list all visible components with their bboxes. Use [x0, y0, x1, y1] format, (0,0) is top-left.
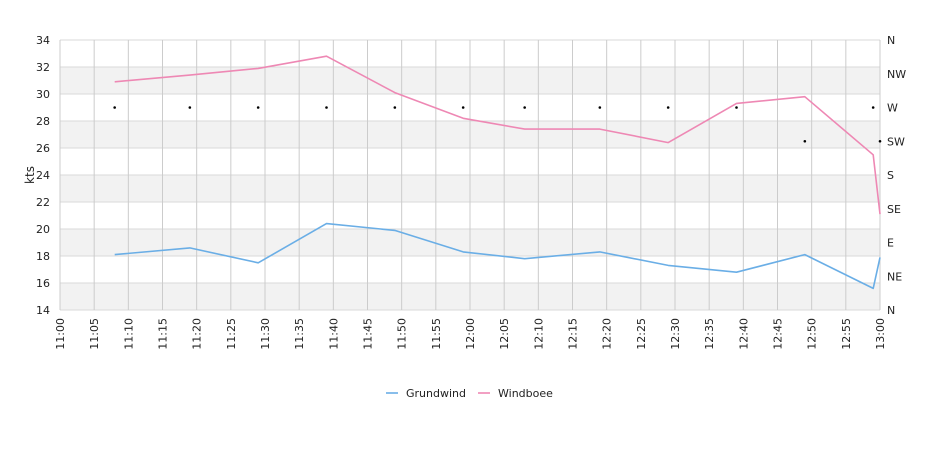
- direction-marker: [113, 106, 116, 109]
- x-tick-label: 11:30: [259, 318, 272, 350]
- direction-marker: [666, 106, 670, 109]
- x-tick-label: 12:55: [840, 318, 853, 350]
- direction-tick-label: SE: [887, 203, 901, 216]
- y-tick-label: 20: [36, 223, 50, 236]
- x-tick-label: 12:45: [772, 318, 785, 350]
- direction-tick-label: W: [887, 102, 898, 115]
- legend-label: Windboee: [498, 387, 553, 400]
- x-tick-label: 12:15: [567, 318, 580, 350]
- x-tick-label: 11:00: [54, 318, 67, 350]
- y-tick-label: 26: [36, 142, 50, 155]
- direction-marker: [325, 106, 328, 109]
- x-tick-label: 12:05: [498, 318, 511, 350]
- direction-marker: [735, 106, 738, 109]
- direction-marker: [871, 106, 875, 109]
- x-tick-label: 11:10: [122, 318, 135, 350]
- y-tick-label: 18: [36, 250, 50, 263]
- series-line-windboee: [114, 55, 881, 215]
- x-tick-label: 11:40: [327, 318, 340, 350]
- y-tick-label: 16: [36, 277, 50, 290]
- y-tick-label: 32: [36, 61, 50, 74]
- x-tick-label: 12:30: [669, 318, 682, 350]
- direction-tick-label: SW: [887, 135, 905, 148]
- direction-tick-label: N: [887, 304, 895, 317]
- legend: Grundwind Windboee: [386, 387, 553, 400]
- vertical-gridlines: [59, 40, 881, 310]
- direction-marker: [188, 106, 192, 109]
- direction-tick-label: NE: [887, 270, 902, 283]
- y-tick-label: 30: [36, 88, 50, 101]
- y-axis-ticks: 14 16 18 20 22 24 26 28 30 32 34: [36, 34, 50, 317]
- x-tick-label: 11:45: [362, 318, 375, 350]
- x-tick-label: 11:05: [88, 318, 101, 350]
- y-tick-label: 34: [36, 34, 50, 47]
- x-tick-label: 11:25: [225, 318, 238, 350]
- x-tick-label: 11:55: [430, 318, 443, 350]
- x-tick-label: 12:25: [635, 318, 648, 350]
- legend-label: Grundwind: [406, 387, 466, 400]
- x-tick-label: 12:10: [532, 318, 545, 350]
- direction-marker: [878, 139, 882, 143]
- y-tick-label: 24: [36, 169, 50, 182]
- x-tick-label: 11:50: [396, 318, 409, 350]
- direction-marker: [393, 106, 397, 109]
- y-tick-label: 28: [36, 115, 50, 128]
- x-tick-label: 12:00: [464, 318, 477, 350]
- y-tick-label: 22: [36, 196, 50, 209]
- direction-marker: [256, 106, 260, 109]
- direction-axis-ticks: N NE E SE S SW W NW N: [887, 34, 906, 317]
- x-tick-label: 11:35: [293, 318, 306, 350]
- series-lines: [114, 55, 881, 290]
- x-tick-label: 11:20: [191, 318, 204, 350]
- series-line-grundwind: [114, 222, 881, 290]
- direction-tick-label: NW: [887, 68, 906, 81]
- y-axis-label: kts: [23, 166, 37, 184]
- direction-marker: [461, 106, 465, 109]
- direction-marker: [803, 139, 807, 143]
- y-tick-label: 14: [36, 304, 50, 317]
- direction-tick-label: N: [887, 34, 895, 47]
- x-tick-label: 13:00: [874, 318, 887, 350]
- x-tick-label: 12:20: [601, 318, 614, 350]
- x-tick-label: 12:40: [737, 318, 750, 350]
- direction-marker: [598, 106, 602, 109]
- x-tick-label: 12:50: [806, 318, 819, 350]
- x-tick-label: 11:15: [157, 318, 170, 350]
- direction-tick-label: E: [887, 237, 894, 250]
- direction-marker: [523, 106, 526, 109]
- direction-tick-label: S: [887, 169, 894, 182]
- x-tick-label: 12:35: [703, 318, 716, 350]
- x-axis-ticks: 11:00 11:05 11:10 11:15 11:20 11:25 11:30 11:35…: [54, 318, 887, 350]
- direction-markers: [113, 106, 882, 143]
